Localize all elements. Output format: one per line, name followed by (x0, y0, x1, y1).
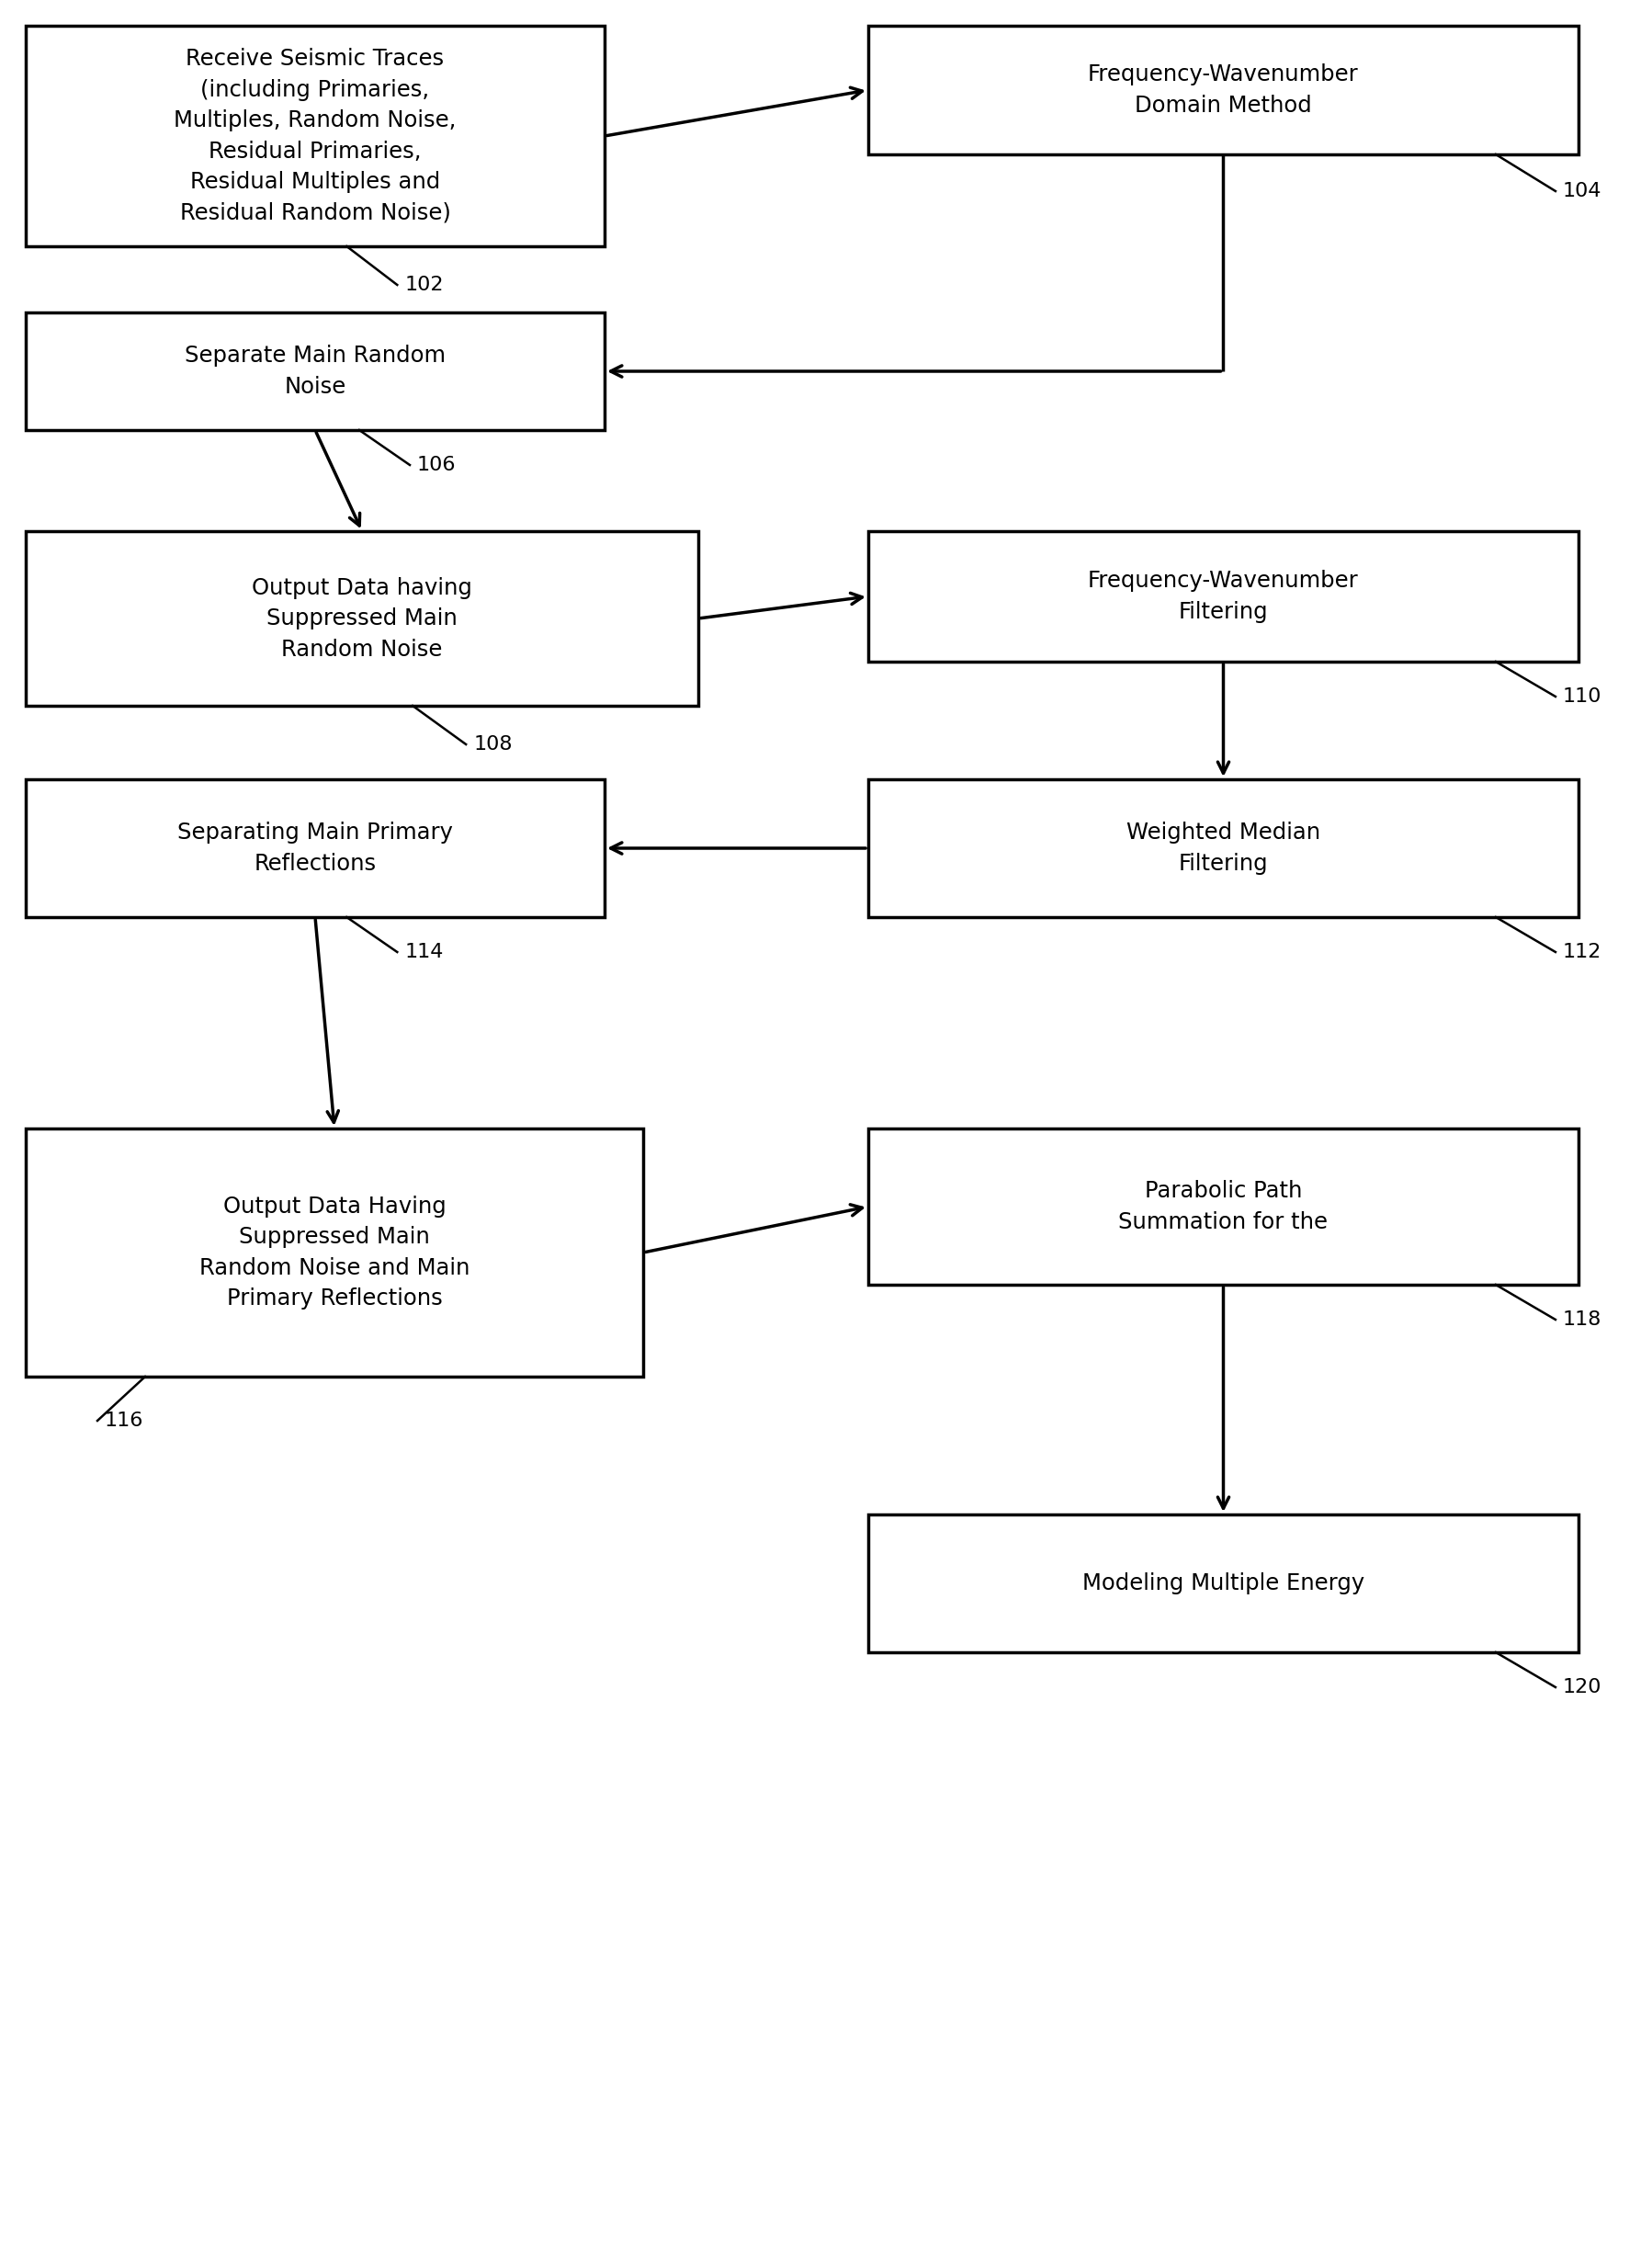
Text: 108: 108 (472, 735, 512, 753)
Text: Weighted Median
Filtering: Weighted Median Filtering (1126, 821, 1319, 875)
Text: 110: 110 (1562, 687, 1601, 705)
Text: 120: 120 (1562, 1678, 1601, 1696)
Text: 116: 116 (104, 1411, 143, 1429)
Bar (868, 531, 1577, 662)
Bar (868, 25, 1577, 154)
Text: Parabolic Path
Summation for the: Parabolic Path Summation for the (1117, 1179, 1328, 1234)
Text: 114: 114 (404, 943, 443, 962)
Text: Separating Main Primary
Reflections: Separating Main Primary Reflections (178, 821, 453, 875)
Bar (868, 1129, 1577, 1284)
Bar (26, 313, 604, 431)
Bar (868, 1515, 1577, 1653)
Text: Separate Main Random
Noise: Separate Main Random Noise (184, 345, 445, 397)
Text: Output Data Having
Suppressed Main
Random Noise and Main
Primary Reflections: Output Data Having Suppressed Main Rando… (199, 1195, 469, 1309)
Text: 102: 102 (404, 277, 443, 295)
Text: Output Data having
Suppressed Main
Random Noise: Output Data having Suppressed Main Rando… (251, 576, 472, 660)
Bar (26, 780, 604, 916)
Bar (26, 531, 697, 705)
Text: 118: 118 (1562, 1311, 1601, 1329)
Bar (26, 1129, 643, 1377)
Text: Frequency-Wavenumber
Domain Method: Frequency-Wavenumber Domain Method (1087, 64, 1359, 116)
Text: Modeling Multiple Energy: Modeling Multiple Energy (1082, 1572, 1363, 1594)
Text: 112: 112 (1562, 943, 1601, 962)
Text: Frequency-Wavenumber
Filtering: Frequency-Wavenumber Filtering (1087, 569, 1359, 624)
Text: 104: 104 (1562, 181, 1601, 200)
Text: Receive Seismic Traces
(including Primaries,
Multiples, Random Noise,
Residual P: Receive Seismic Traces (including Primar… (174, 48, 456, 225)
Text: 106: 106 (417, 456, 456, 474)
Bar (26, 25, 604, 247)
Bar (868, 780, 1577, 916)
